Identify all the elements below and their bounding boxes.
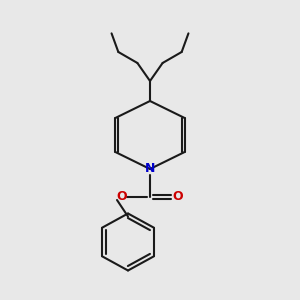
Text: O: O	[117, 190, 127, 203]
Text: N: N	[145, 163, 155, 176]
Text: O: O	[173, 190, 183, 203]
